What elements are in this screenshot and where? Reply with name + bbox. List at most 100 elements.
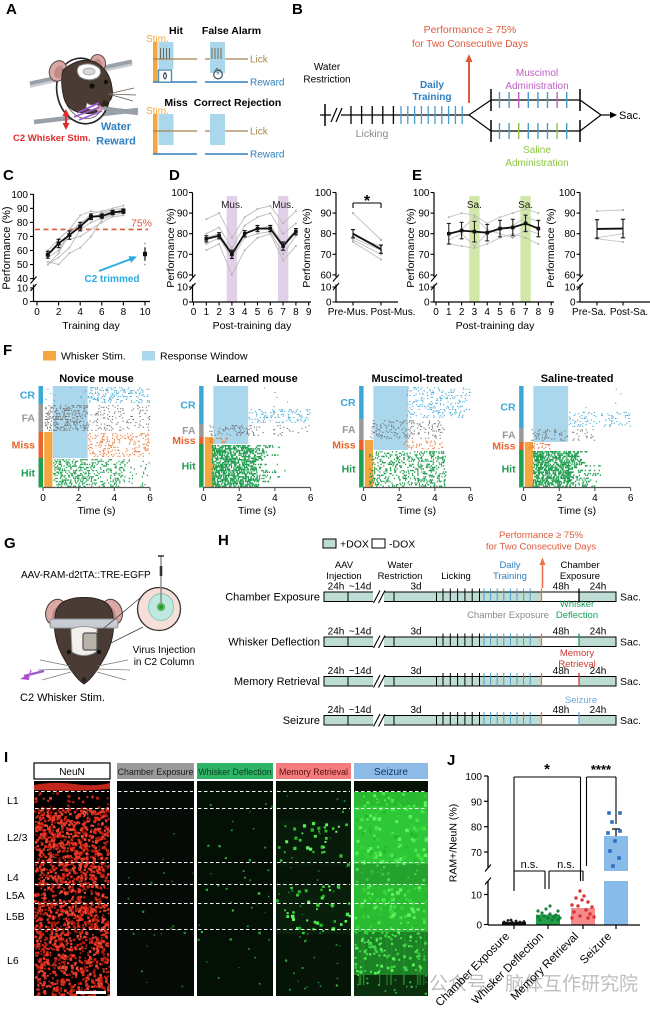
svg-text:Muscimol-treated: Muscimol-treated <box>372 373 463 385</box>
svg-text:2: 2 <box>76 493 82 504</box>
svg-text:in C2 Column: in C2 Column <box>134 657 195 668</box>
svg-text:80: 80 <box>177 229 189 240</box>
svg-text:Seizure: Seizure <box>374 767 408 778</box>
svg-text:E: E <box>412 167 422 184</box>
svg-text:1: 1 <box>204 307 210 318</box>
svg-text:*: * <box>544 761 550 778</box>
svg-text:48h: 48h <box>553 582 570 593</box>
svg-text:Time (s): Time (s) <box>398 505 436 517</box>
svg-text:6: 6 <box>628 493 634 504</box>
svg-text:Response Window: Response Window <box>160 351 248 363</box>
svg-text:6: 6 <box>468 493 474 504</box>
svg-text:Performance (%): Performance (%) <box>405 208 417 287</box>
svg-text:6: 6 <box>147 493 153 504</box>
svg-text:Water: Water <box>388 560 413 571</box>
svg-text:2: 2 <box>397 493 403 504</box>
svg-text:Time (s): Time (s) <box>238 505 276 517</box>
svg-text:3: 3 <box>229 307 235 318</box>
svg-text:Exposure: Exposure <box>560 571 600 582</box>
svg-text:Lick: Lick <box>250 55 269 66</box>
svg-text:90: 90 <box>17 204 29 215</box>
svg-text:C: C <box>3 167 14 184</box>
svg-text:False Alarm: False Alarm <box>202 25 261 37</box>
svg-text:Water: Water <box>314 62 341 73</box>
svg-text:C2 Whisker Stim.: C2 Whisker Stim. <box>20 692 105 704</box>
svg-text:*: * <box>364 193 371 210</box>
svg-text:0: 0 <box>34 307 40 318</box>
svg-text:L4: L4 <box>7 872 19 884</box>
svg-text:70: 70 <box>320 250 332 261</box>
svg-text:3: 3 <box>472 307 478 318</box>
svg-text:0: 0 <box>191 307 197 318</box>
svg-text:Post-training day: Post-training day <box>213 320 293 332</box>
svg-text:48h: 48h <box>553 627 570 638</box>
svg-text:Administration: Administration <box>505 81 568 92</box>
svg-text:24h: 24h <box>590 705 607 716</box>
svg-text:4: 4 <box>484 307 490 318</box>
svg-text:7: 7 <box>280 307 286 318</box>
svg-text:0: 0 <box>22 297 28 308</box>
svg-text:Saline: Saline <box>523 145 551 156</box>
svg-text:50: 50 <box>17 260 29 271</box>
svg-text:+DOX: +DOX <box>340 539 369 551</box>
svg-text:Novice mouse: Novice mouse <box>59 373 134 385</box>
svg-text:Hit: Hit <box>342 463 357 475</box>
svg-text:****: **** <box>591 762 612 777</box>
svg-text:2: 2 <box>56 307 62 318</box>
svg-text:Hit: Hit <box>21 467 36 479</box>
svg-text:90: 90 <box>320 209 332 220</box>
svg-text:24h: 24h <box>590 582 607 593</box>
svg-text:L5A: L5A <box>6 890 25 902</box>
svg-text:60: 60 <box>564 270 576 281</box>
svg-text:Chamber Exposure: Chamber Exposure <box>118 767 194 777</box>
svg-text:Restriction: Restriction <box>378 571 423 582</box>
svg-text:70: 70 <box>177 250 189 261</box>
svg-text:Licking: Licking <box>356 128 389 140</box>
svg-text:0: 0 <box>424 298 430 309</box>
svg-text:Correct Rejection: Correct Rejection <box>194 97 282 109</box>
svg-text:3d: 3d <box>410 666 421 677</box>
svg-text:0: 0 <box>521 493 527 504</box>
svg-text:Performance ≥ 75%: Performance ≥ 75% <box>424 24 517 36</box>
svg-text:4: 4 <box>112 493 118 504</box>
svg-text:Hit: Hit <box>169 25 184 37</box>
svg-text:C2 Whisker Stim.: C2 Whisker Stim. <box>13 133 91 144</box>
svg-text:Performance (%): Performance (%) <box>301 208 313 287</box>
svg-text:Performance (%): Performance (%) <box>545 208 557 287</box>
svg-text:Seizure: Seizure <box>565 695 597 706</box>
svg-text:Sac.: Sac. <box>619 110 641 122</box>
svg-text:Mus.: Mus. <box>221 200 243 211</box>
svg-text:Restriction: Restriction <box>303 75 350 86</box>
svg-text:48h: 48h <box>553 705 570 716</box>
svg-text:H: H <box>218 532 229 549</box>
svg-text:100: 100 <box>171 188 188 199</box>
svg-text:0: 0 <box>182 298 188 309</box>
svg-text:Virus Injection: Virus Injection <box>133 645 196 656</box>
svg-text:Whisker Deflection: Whisker Deflection <box>198 767 271 777</box>
svg-text:L2/3: L2/3 <box>7 832 28 844</box>
svg-text:100: 100 <box>11 190 28 201</box>
svg-text:Sac.: Sac. <box>620 592 641 604</box>
svg-text:AAV-RAM-d2tTA::TRE-EGFP: AAV-RAM-d2tTA::TRE-EGFP <box>21 570 151 581</box>
svg-text:Sac.: Sac. <box>620 637 641 649</box>
svg-text:Muscimol: Muscimol <box>516 68 558 79</box>
svg-text:Learned mouse: Learned mouse <box>216 373 297 385</box>
svg-text:Training day: Training day <box>62 320 120 332</box>
svg-text:8: 8 <box>121 307 127 318</box>
svg-text:100: 100 <box>315 188 332 199</box>
svg-text:Pre-Sa.: Pre-Sa. <box>572 307 606 318</box>
svg-text:70: 70 <box>418 250 430 261</box>
svg-text:24h: 24h <box>328 666 345 677</box>
svg-text:90: 90 <box>471 797 483 808</box>
svg-text:24h: 24h <box>590 627 607 638</box>
svg-text:10: 10 <box>418 283 430 294</box>
svg-text:Performance (%): Performance (%) <box>1 206 13 289</box>
svg-text:60: 60 <box>177 270 189 281</box>
svg-text:C2 trimmed: C2 trimmed <box>84 274 139 285</box>
svg-text:24h: 24h <box>328 582 345 593</box>
svg-text:Miss: Miss <box>172 435 196 447</box>
svg-text:n.s.: n.s. <box>557 859 575 871</box>
svg-text:4: 4 <box>242 307 248 318</box>
svg-text:3d: 3d <box>410 627 421 638</box>
svg-text:Whisker Deflection: Whisker Deflection <box>228 637 320 649</box>
